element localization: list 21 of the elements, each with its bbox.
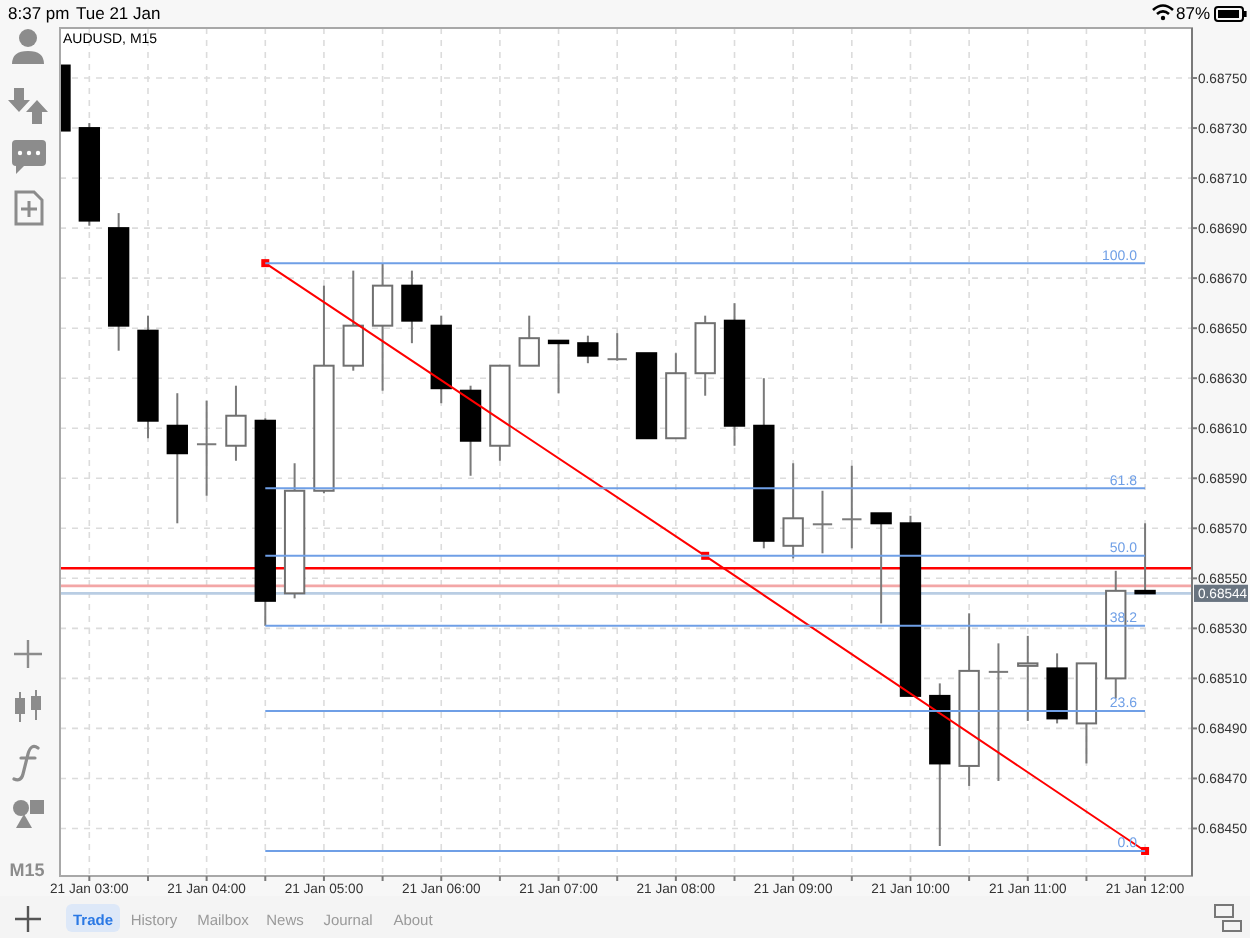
- text: 87%: [1175, 3, 1211, 23]
- candlestick: [842, 464, 862, 550]
- text: M15: [9, 860, 45, 880]
- candlestick: [225, 384, 247, 462]
- candlestick: [342, 269, 364, 372]
- candlestick: [196, 399, 217, 497]
- text: 8:37 pm: [8, 3, 70, 23]
- candlestick: [782, 462, 804, 560]
- candlestick: [988, 642, 1009, 782]
- candlestick: [1134, 522, 1156, 595]
- candlestick: [577, 334, 599, 365]
- candlestick: [547, 339, 570, 395]
- candlestick: [870, 512, 892, 625]
- candlestick: [607, 332, 627, 362]
- candlestick: [1017, 634, 1039, 722]
- candlestick: [166, 392, 188, 525]
- candlestick: [518, 314, 540, 367]
- text: Tue 21 Jan: [76, 3, 161, 23]
- candlestick: [401, 269, 423, 345]
- candlestick: [812, 489, 833, 555]
- candlestick: [371, 262, 394, 392]
